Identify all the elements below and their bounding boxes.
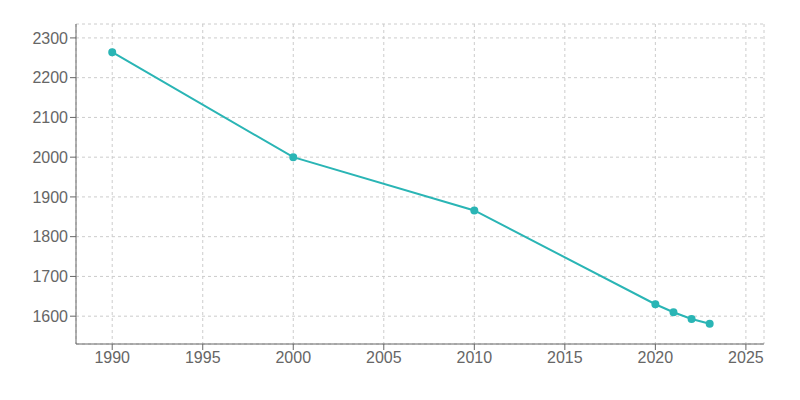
svg-text:2300: 2300 bbox=[32, 30, 68, 47]
svg-text:1800: 1800 bbox=[32, 228, 68, 245]
svg-text:2010: 2010 bbox=[457, 349, 493, 366]
svg-text:1995: 1995 bbox=[185, 349, 221, 366]
svg-text:1990: 1990 bbox=[94, 349, 130, 366]
svg-text:2015: 2015 bbox=[547, 349, 583, 366]
svg-text:2005: 2005 bbox=[366, 349, 402, 366]
svg-text:1700: 1700 bbox=[32, 268, 68, 285]
svg-text:2020: 2020 bbox=[638, 349, 674, 366]
svg-text:2200: 2200 bbox=[32, 69, 68, 86]
svg-text:2000: 2000 bbox=[32, 149, 68, 166]
svg-text:1900: 1900 bbox=[32, 189, 68, 206]
svg-text:2000: 2000 bbox=[275, 349, 311, 366]
svg-text:1600: 1600 bbox=[32, 308, 68, 325]
svg-text:2100: 2100 bbox=[32, 109, 68, 126]
svg-text:2025: 2025 bbox=[728, 349, 764, 366]
